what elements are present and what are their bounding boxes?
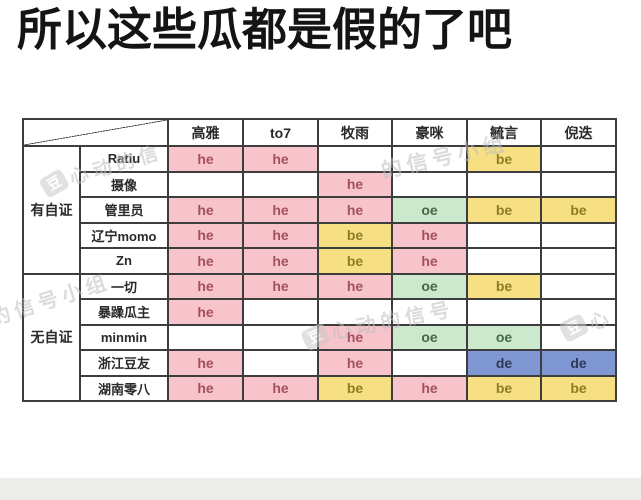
table-cell: de [540,349,617,377]
gossip-table: 高雅 to7 牧雨 豪咪 毓言 倪迭 有自证 Ratiu he he be 摄像 he 管里员 he he he… [22,118,617,402]
table-cell: he [242,374,319,402]
table-cell: be [540,374,617,402]
table-cell: he [317,349,393,377]
table-cell: he [242,247,319,275]
table-cell: de [466,349,542,377]
table-row: 浙江豆友 he he de de [23,349,617,377]
table-cell: he [242,221,319,249]
table-row: 辽宁momo he he be he [23,221,617,249]
row-label: 一切 [79,272,169,300]
table-cell [167,323,244,351]
table-cell: he [242,196,319,224]
table-cell [391,145,468,173]
table-cell: he [242,272,319,300]
table-cell [466,221,542,249]
table-cell: be [466,145,542,173]
table-cell [540,170,617,198]
table-cell: he [167,374,244,402]
table-cell [540,298,617,326]
table-cell: oe [391,196,468,224]
table-cell [242,170,319,198]
table-cell [466,247,542,275]
table-cell: be [466,374,542,402]
table-cell: be [317,374,393,402]
column-header: 豪咪 [391,118,468,147]
table-cell: he [167,247,244,275]
table-row: 有自证 Ratiu he he be [22,145,617,275]
table-cell: oe [466,323,542,351]
table-row: 管里员 he he he oe be be [23,196,617,224]
table-cell: be [540,196,617,224]
table-row: 湖南零八 he he be he be be [23,374,617,402]
row-label: 湖南零八 [79,374,169,402]
header-row: 高雅 to7 牧雨 豪咪 毓言 倪迭 [22,118,617,147]
table-cell [242,323,319,351]
table-cell [540,247,617,275]
table-cell [466,170,542,198]
column-header: 高雅 [167,118,244,147]
table-cell: he [391,221,468,249]
column-header: 倪迭 [540,118,617,147]
row-label: 浙江豆友 [79,349,169,377]
row-label: 暴躁瓜主 [79,298,169,326]
table-cell: oe [391,323,468,351]
table-cell [242,349,319,377]
table-cell: he [317,272,393,300]
table-cell: he [317,170,393,198]
table-cell [540,221,617,249]
column-header: 牧雨 [317,118,393,147]
bottom-strip [0,478,641,500]
table-cell: be [317,247,393,275]
column-header: 毓言 [466,118,542,147]
table-cell: he [317,323,393,351]
table-cell: he [167,196,244,224]
table-cell: he [391,374,468,402]
table-cell: he [167,272,244,300]
column-header: to7 [242,118,319,147]
table-cell [391,349,468,377]
group-label: 有自证 [22,145,81,275]
diagonal-cell [22,118,169,147]
table-cell: be [466,196,542,224]
table-row: 摄像 he [23,170,617,198]
row-label: Zn [79,247,169,275]
table-cell: he [167,145,244,173]
table-row: minmin he oe oe [23,323,617,351]
table-cell [317,298,393,326]
table-cell [391,298,468,326]
table-cell: he [317,196,393,224]
row-label: 辽宁momo [79,221,169,249]
row-label: minmin [79,323,169,351]
table-row: 无自证 一切 he he he oe be [22,272,617,402]
table-cell [167,170,244,198]
table-cell: be [317,221,393,249]
table-row: Zn he he be he [23,247,617,275]
table-cell: he [391,247,468,275]
page-title: 所以这些瓜都是假的了吧 [17,4,513,55]
table-cell [466,298,542,326]
table-cell: be [466,272,542,300]
row-label: 管里员 [79,196,169,224]
table-cell: he [167,349,244,377]
table-cell: oe [391,272,468,300]
row-label: 摄像 [79,170,169,198]
group-label: 无自证 [22,272,81,402]
table-row: 暴躁瓜主 he [23,298,617,326]
table-cell [540,272,617,300]
table-cell [391,170,468,198]
table-cell: he [167,221,244,249]
table-cell [242,298,319,326]
table-cell: he [242,145,319,173]
table-cell [540,145,617,173]
table-cell [317,145,393,173]
row-label: Ratiu [79,145,169,173]
table-cell [540,323,617,351]
table-cell: he [167,298,244,326]
